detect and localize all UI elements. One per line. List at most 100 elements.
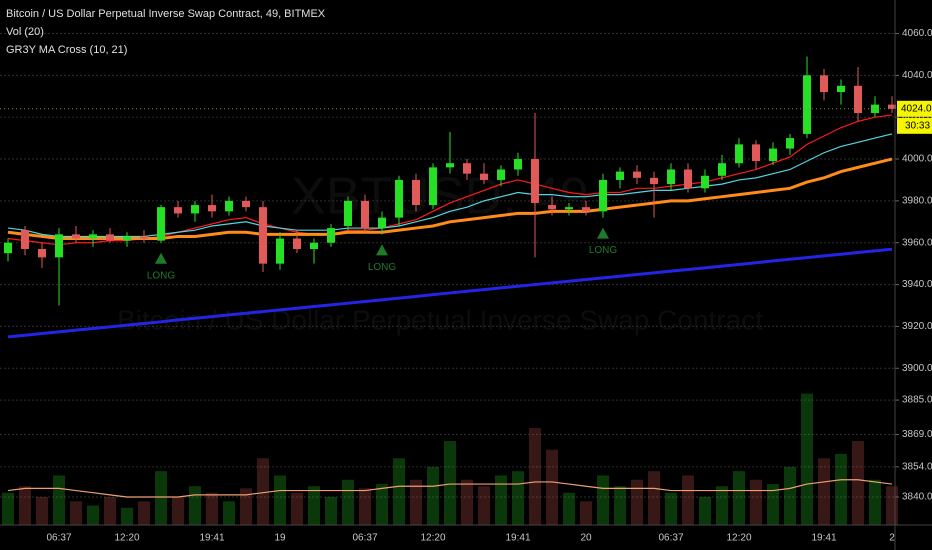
candle-body: [174, 207, 182, 214]
volume-bar: [138, 501, 150, 525]
candle-body: [548, 205, 556, 210]
y-tick-label: 3960.0: [902, 237, 932, 248]
candle-body: [820, 75, 828, 93]
candle-body: [361, 200, 369, 229]
x-tick-label: 12:20: [726, 533, 751, 544]
x-tick-label: 06:37: [658, 533, 683, 544]
volume-bar: [155, 471, 167, 525]
plot: 4060.0 4040.0 4020.0 4000.0 3980.0 3960.0 3940…: [0, 28, 932, 544]
volume-bar: [410, 479, 422, 525]
indicator-label: GR3Y MA Cross (10, 21): [6, 44, 127, 56]
volume-bar: [444, 441, 456, 525]
volume-ma-line: [7, 479, 893, 498]
volume-bar: [614, 486, 626, 525]
volume-bar: [53, 475, 65, 525]
candle-body: [72, 234, 80, 239]
candle-body: [480, 173, 488, 180]
candle-body: [582, 207, 590, 212]
candle-body: [276, 238, 284, 264]
volume-bar: [665, 492, 677, 525]
volume-bar: [308, 486, 320, 525]
x-tick-label: 12:20: [114, 533, 139, 544]
candle-body: [395, 179, 403, 218]
watermark-symbol: XBTUSD, 49: [291, 168, 589, 226]
candle-body: [633, 171, 641, 178]
signal-marker: [155, 252, 167, 264]
volume-bar: [699, 497, 711, 525]
ma-line: [7, 157, 893, 241]
volume-bar: [648, 471, 660, 525]
volume-bar: [461, 479, 473, 525]
candle-body: [106, 234, 114, 241]
y2-tick-label: 3840.0: [902, 492, 932, 503]
volume-bar: [512, 471, 524, 525]
candle-body: [565, 207, 573, 210]
volume-bar: [36, 497, 48, 525]
candle-body: [140, 236, 148, 239]
ma-line: [7, 133, 893, 238]
volume-bar: [597, 475, 609, 525]
last-price-box: [897, 100, 932, 117]
candle-body: [21, 230, 29, 249]
candle-body: [769, 148, 777, 162]
candle-body: [191, 205, 199, 214]
volume-bar: [172, 497, 184, 525]
y-tick-label: 3900.0: [902, 363, 932, 374]
volume-bar: [733, 471, 745, 525]
volume-bar: [563, 492, 575, 525]
candle-body: [684, 169, 692, 189]
x-tick-label: 06:37: [352, 533, 377, 544]
candle-body: [616, 171, 624, 180]
candle-body: [735, 144, 743, 164]
volume-bar: [580, 501, 592, 525]
volume-bar: [206, 492, 218, 525]
volume-bar: [427, 466, 439, 525]
volume-bar: [121, 507, 133, 525]
x-tick-label: 2: [889, 533, 895, 544]
indicator-label: Vol (20): [6, 26, 44, 38]
volume-bar: [682, 475, 694, 525]
candle-body: [446, 163, 454, 168]
candle-body: [752, 144, 760, 162]
y2-tick-label: 3869.0: [902, 429, 932, 440]
signal-marker: [597, 227, 609, 239]
watermark: XBTUSD, 49 Bitcoin / US Dollar Perpetual…: [117, 168, 763, 336]
candle-body: [157, 207, 165, 241]
volume-bar: [2, 492, 14, 525]
y-tick-label: 4020.0: [902, 112, 932, 123]
volume-bar: [70, 501, 82, 525]
candle-body: [667, 169, 675, 185]
volume-bar: [393, 458, 405, 525]
volume-bar: [801, 393, 813, 525]
y-tick-label: 4000.0: [902, 154, 932, 165]
candle-body: [514, 159, 522, 170]
volume-bar: [716, 486, 728, 525]
x-tick-label: 19: [274, 533, 286, 544]
candle-body: [123, 236, 131, 241]
candle-body: [531, 159, 539, 203]
candle-body: [378, 217, 386, 229]
volume-bar: [818, 458, 830, 525]
candle-body: [599, 179, 607, 212]
y-tick-label: 3980.0: [902, 196, 932, 207]
candle-body: [837, 85, 845, 93]
last-price-label: 4024.0: [901, 103, 932, 114]
candle-body: [429, 167, 437, 206]
volume-bar: [342, 479, 354, 525]
volume-bar: [359, 488, 371, 525]
candle-body: [803, 75, 811, 134]
candle-body: [310, 242, 318, 249]
candle-body: [412, 179, 420, 206]
volume-bar: [495, 475, 507, 525]
volume-bar: [631, 479, 643, 525]
candle-body: [242, 200, 250, 208]
volume-bar: [784, 466, 796, 525]
x-tick-label: 20: [580, 533, 592, 544]
volume-bar: [750, 479, 762, 525]
ma-line: [7, 247, 893, 339]
candle-body: [4, 242, 12, 254]
x-tick-label: 19:41: [505, 533, 530, 544]
candle-body: [497, 169, 505, 180]
volume-bar: [478, 486, 490, 525]
